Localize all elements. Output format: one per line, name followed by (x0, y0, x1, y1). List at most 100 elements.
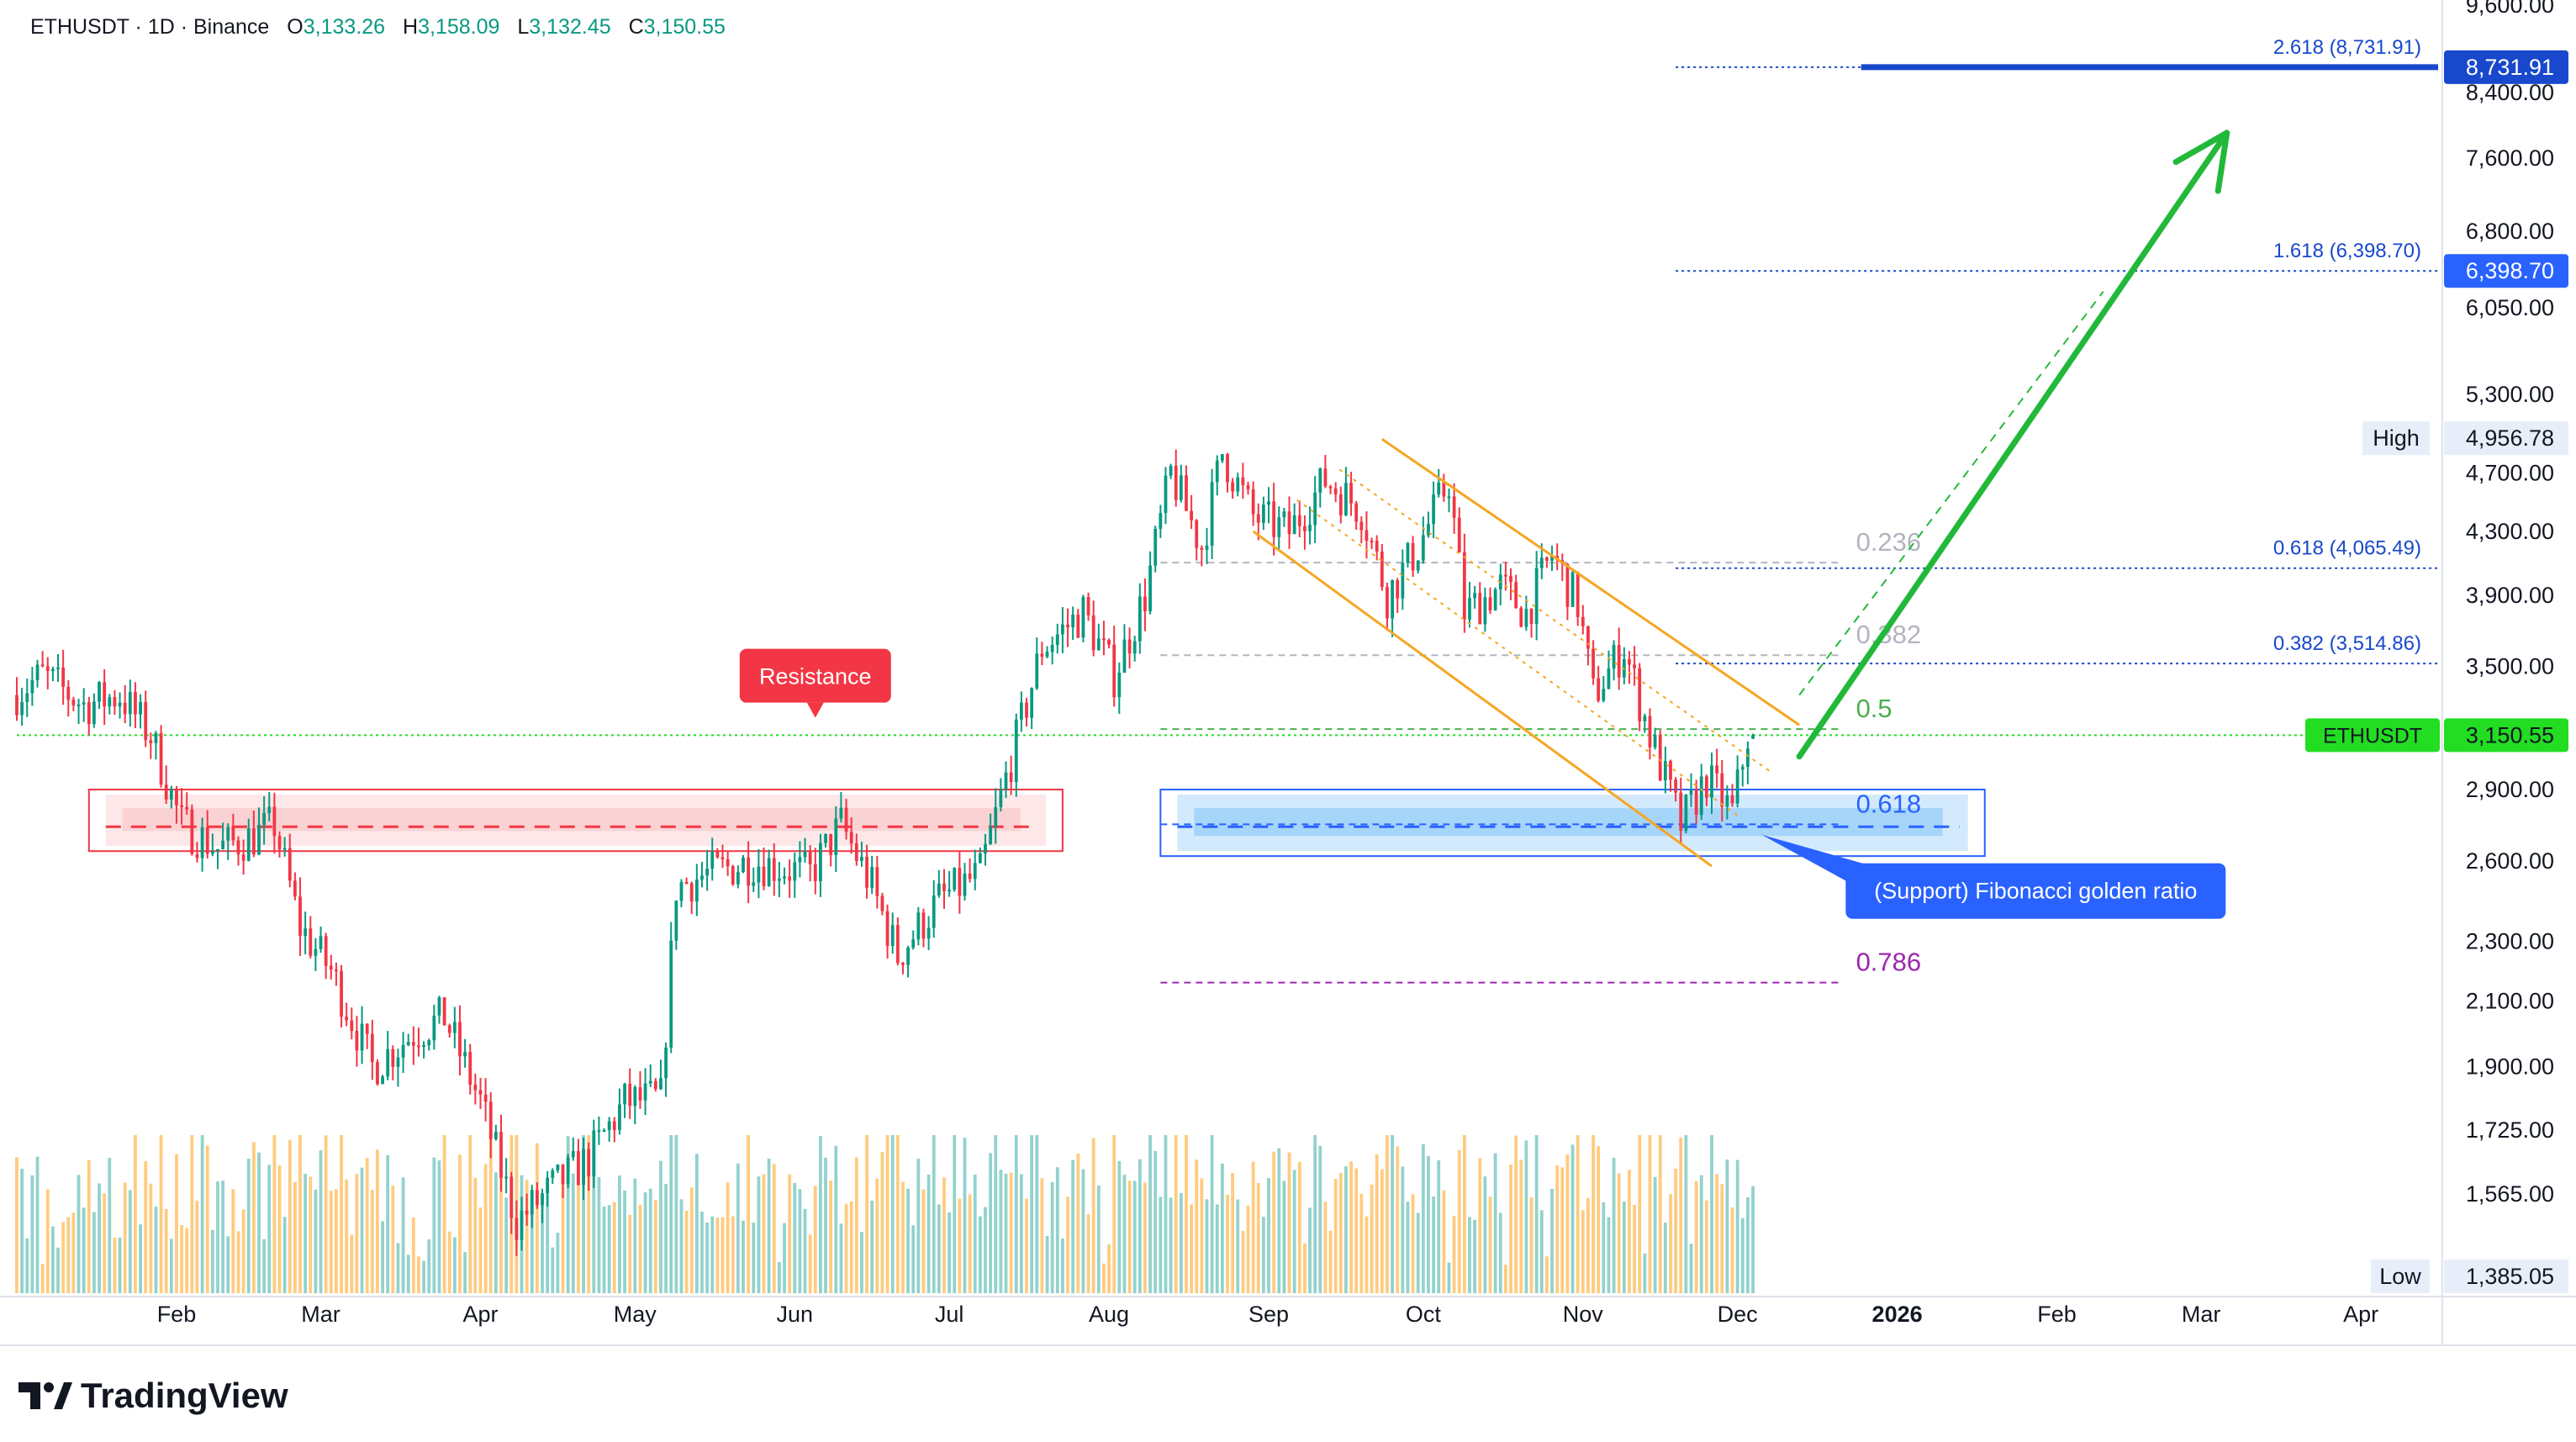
last-price-symbol-bg (2305, 718, 2440, 753)
candle-body (865, 856, 868, 888)
volume-bar (726, 1182, 730, 1293)
candle-body (1730, 795, 1734, 804)
volume-bar (710, 1216, 715, 1293)
volume-bar (921, 1189, 926, 1293)
volume-bar (195, 1201, 199, 1293)
volume-bar (1071, 1159, 1075, 1293)
candle-body (319, 936, 323, 949)
volume-bar (504, 1197, 509, 1293)
candle-body (241, 854, 245, 861)
volume-bar (1019, 1174, 1023, 1293)
projection-arrow-head (2172, 129, 2230, 194)
volume-bar (1035, 1135, 1039, 1293)
volume-bar (25, 1238, 29, 1293)
volume-bar (1565, 1154, 1570, 1293)
volume-bar (1386, 1135, 1389, 1293)
candle-body (942, 883, 946, 891)
chart-grid (0, 0, 2576, 1346)
volume-bar (1009, 1172, 1013, 1293)
candle-body (1550, 556, 1554, 561)
fib-extension-label: 0.618 (4,065.49) (2273, 537, 2421, 560)
volume-bar (849, 1201, 853, 1293)
volume-bar (82, 1207, 86, 1293)
volume-bar (948, 1212, 952, 1293)
candle-body (1210, 482, 1214, 546)
volume-bar (1323, 1202, 1328, 1293)
volume-bar (329, 1191, 333, 1293)
volume-bar (1539, 1210, 1544, 1293)
volume-bar (1370, 1184, 1374, 1293)
candle-body (1468, 598, 1471, 620)
volume-bar (314, 1189, 318, 1293)
volume-bar (463, 1252, 467, 1293)
candle-body (530, 1190, 534, 1215)
volume-bar (1030, 1135, 1034, 1293)
volume-bar (1122, 1175, 1127, 1293)
candle-body (257, 824, 261, 855)
candle-body (210, 851, 214, 854)
tradingview-logo[interactable]: TradingView (18, 1376, 288, 1416)
candle-body (607, 1121, 611, 1131)
price-axis[interactable]: 9,600.00 8,400.00 7,600.00 6,800.00 6,050.00… (2466, 0, 2554, 1207)
candle-body (66, 686, 71, 700)
candle-body (1267, 501, 1270, 505)
volume-bar (1272, 1151, 1276, 1293)
fib-retracement-label: 0.236 (1856, 527, 1922, 557)
volume-bar (1251, 1161, 1255, 1293)
candle-body (731, 866, 735, 885)
price-tick-label: 2,300.00 (2466, 929, 2554, 954)
candle-body (82, 702, 86, 705)
volume-bar (999, 1170, 1003, 1293)
candle-body (1297, 515, 1301, 526)
volume-bar (1117, 1160, 1122, 1293)
volume-bar (968, 1194, 972, 1293)
candle-body (1066, 624, 1069, 628)
candle-body (628, 1083, 632, 1107)
volume-bar (684, 1211, 689, 1293)
time-axis[interactable]: Feb Mar Apr May Jun Jul Aug Sep Oct Nov Dec 2026 Feb… (157, 1302, 2378, 1327)
volume-bar (1751, 1186, 1755, 1293)
volume-bar (783, 1223, 786, 1293)
candle-body (1076, 614, 1080, 638)
volume-bar (530, 1196, 534, 1293)
volume-bar (1215, 1204, 1219, 1293)
candle-body (92, 701, 96, 725)
volume-bar (468, 1135, 472, 1293)
volume-bar (694, 1154, 699, 1293)
candle-body (1539, 557, 1544, 568)
candle-body (56, 667, 60, 669)
candle-body (1061, 624, 1064, 635)
time-tick-label: 2026 (1872, 1302, 1923, 1327)
volume-bar (1066, 1196, 1069, 1293)
candle-body (623, 1083, 626, 1105)
candle-body (1148, 565, 1152, 612)
volume-bar (1447, 1262, 1451, 1293)
volume-bar (205, 1145, 209, 1293)
support-callout-pointer (1761, 834, 1863, 884)
candle-body (1009, 772, 1013, 783)
candle-body (226, 827, 230, 841)
volume-bar (139, 1224, 142, 1293)
candle-body (1375, 541, 1379, 552)
volume-bar (128, 1190, 132, 1293)
candle-body (1735, 769, 1739, 804)
candle-body (1452, 496, 1456, 518)
volume-bar (1730, 1207, 1734, 1293)
volume-bar (880, 1151, 884, 1293)
candle-body (468, 1052, 472, 1085)
candle-body (396, 1057, 400, 1067)
candle-body (118, 702, 122, 707)
volume-bar (901, 1181, 905, 1293)
price-tick-label: 6,800.00 (2466, 219, 2554, 244)
candle-body (1488, 597, 1492, 610)
volume-bar (1597, 1146, 1601, 1293)
volume-bar (1643, 1253, 1647, 1293)
candle-body (15, 695, 18, 716)
candle-body (190, 809, 194, 854)
volume-bar (757, 1176, 761, 1293)
candle-body (1612, 645, 1616, 669)
candle-body (216, 848, 219, 852)
candle-body (541, 1193, 544, 1206)
candle-body (1442, 482, 1446, 497)
